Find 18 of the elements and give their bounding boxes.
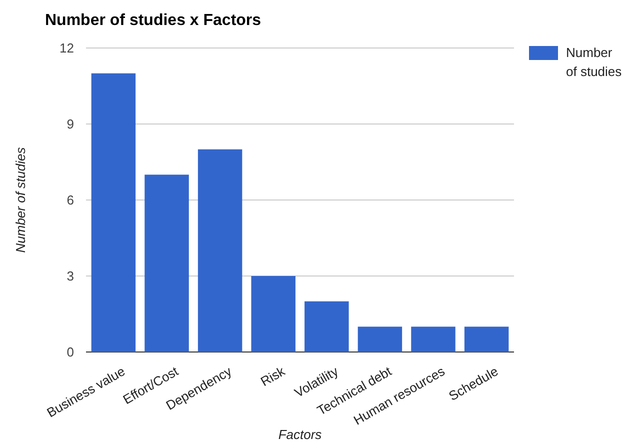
- y-tick-label: 9: [66, 116, 74, 132]
- bar: [91, 73, 136, 352]
- bar: [304, 301, 349, 352]
- bar: [464, 326, 509, 352]
- y-tick-label: 12: [60, 40, 74, 56]
- legend-label: Number of studies: [566, 45, 622, 79]
- y-tick-label: 0: [66, 344, 74, 360]
- y-tick-label: 6: [66, 192, 74, 208]
- bar: [358, 326, 402, 352]
- y-axis-title: Number of studies: [13, 146, 28, 253]
- bar: [411, 326, 456, 352]
- bar: [144, 174, 189, 352]
- x-tick-label: Risk: [258, 363, 288, 390]
- chart-title: Number of studies x Factors: [45, 12, 262, 29]
- y-tick-label: 3: [66, 268, 74, 284]
- x-axis-title: Factors: [278, 427, 322, 442]
- bar: [251, 276, 296, 352]
- bar: [198, 149, 242, 352]
